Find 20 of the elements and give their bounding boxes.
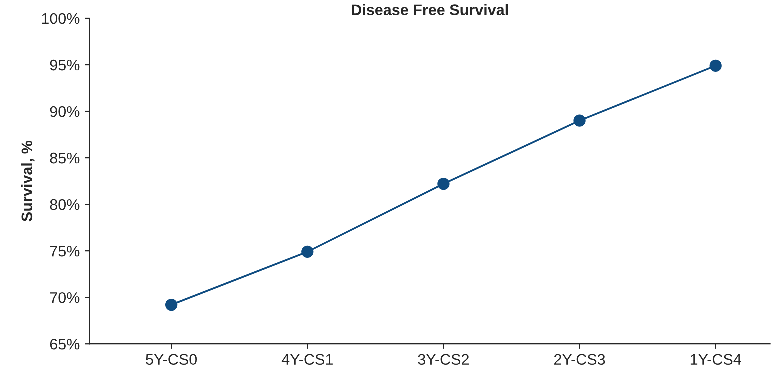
y-tick-label: 75% <box>50 246 80 257</box>
point <box>165 298 178 312</box>
point <box>438 178 450 190</box>
y-tick-label: 85% <box>50 152 80 164</box>
x-tick-label: 3Y-CS2 <box>418 354 469 366</box>
point <box>710 60 722 72</box>
y-tick-label: 70% <box>50 292 80 304</box>
point <box>302 246 314 258</box>
y-tick-label: 100% <box>42 13 80 24</box>
y-tick-label: 95% <box>50 60 80 71</box>
x-tick-label: 1Y-CS4 <box>690 354 742 366</box>
point <box>574 114 586 127</box>
y-tick-label: 80% <box>50 199 80 210</box>
x-tick-label: 5Y-CS0 <box>146 354 198 366</box>
y-tick-label: 90% <box>50 106 80 118</box>
chart-title: Disease Free Survival <box>352 4 508 16</box>
y-axis-title: Survival, % <box>21 140 35 222</box>
y-tick-label: 65% <box>50 338 80 350</box>
x-tick-label: 2Y-CS3 <box>554 354 606 366</box>
x-tick-label: 4Y-CS1 <box>282 354 333 366</box>
